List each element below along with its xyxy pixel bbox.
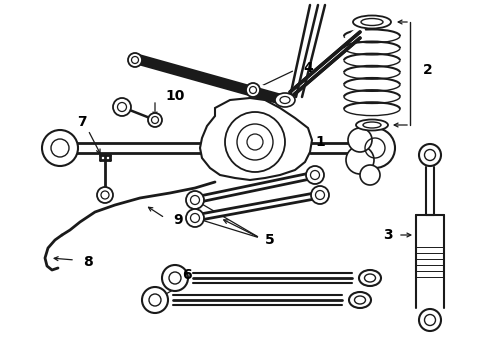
Circle shape	[113, 98, 131, 116]
Circle shape	[186, 209, 204, 227]
Circle shape	[42, 130, 78, 166]
Circle shape	[186, 191, 204, 209]
Ellipse shape	[359, 270, 381, 286]
Ellipse shape	[353, 15, 391, 28]
Text: 5: 5	[265, 233, 275, 247]
Text: 3: 3	[383, 228, 393, 242]
Ellipse shape	[361, 18, 383, 26]
Text: 9: 9	[173, 213, 183, 227]
Circle shape	[346, 146, 374, 174]
Circle shape	[419, 144, 441, 166]
Text: 8: 8	[83, 255, 93, 269]
Circle shape	[355, 128, 395, 168]
Text: 10: 10	[165, 89, 185, 103]
Text: 2: 2	[423, 63, 433, 77]
Circle shape	[148, 113, 162, 127]
Circle shape	[128, 53, 142, 67]
Text: 6: 6	[182, 268, 192, 282]
Text: 4: 4	[303, 61, 313, 75]
Ellipse shape	[356, 120, 388, 131]
Ellipse shape	[275, 93, 295, 107]
Ellipse shape	[363, 122, 381, 128]
Circle shape	[311, 186, 329, 204]
Circle shape	[246, 83, 260, 97]
Circle shape	[162, 265, 188, 291]
Text: 1: 1	[315, 135, 325, 149]
Circle shape	[225, 112, 285, 172]
Circle shape	[348, 128, 372, 152]
Circle shape	[306, 166, 324, 184]
Circle shape	[360, 165, 380, 185]
Circle shape	[419, 309, 441, 331]
Circle shape	[97, 187, 113, 203]
Ellipse shape	[349, 292, 371, 308]
Text: 7: 7	[77, 115, 87, 129]
Circle shape	[142, 287, 168, 313]
Polygon shape	[200, 98, 312, 180]
